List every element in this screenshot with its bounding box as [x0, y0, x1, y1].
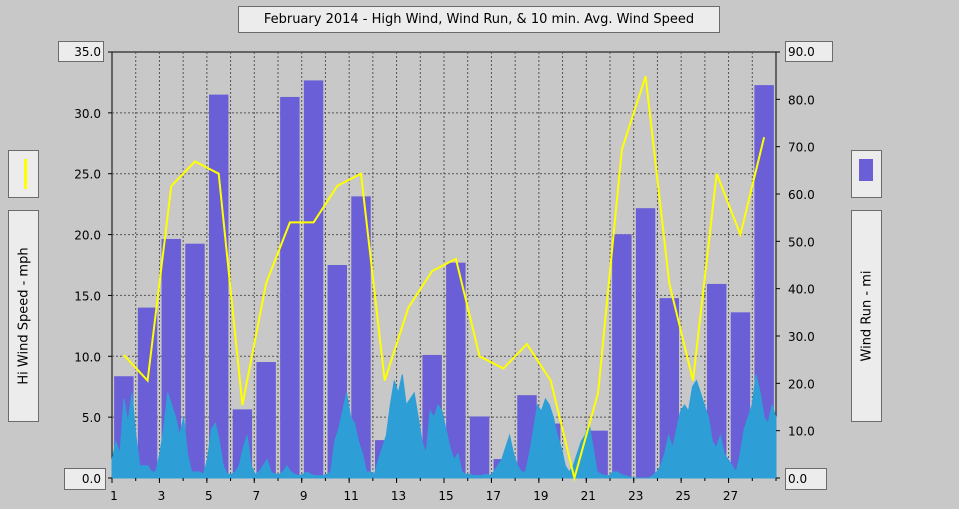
right-tick-label: 30.0: [788, 330, 815, 344]
right-tick-label: 20.0: [788, 377, 815, 391]
wind-run-bar: [612, 234, 632, 478]
wind-run-bar: [351, 196, 371, 478]
right-tick-label: 40.0: [788, 283, 815, 297]
hi-wind-line: [123, 75, 766, 482]
wind-run-bar: [256, 362, 276, 478]
legend-wind-run-swatch: [851, 150, 882, 198]
x-tick-label: 27: [723, 489, 738, 503]
right-tick-label: 90.0: [788, 45, 815, 59]
x-tick-label: 9: [300, 489, 308, 503]
left-tick-label: 15.0: [74, 289, 101, 303]
left-axis-zero-box: [64, 468, 106, 490]
wind-run-bar: [469, 416, 490, 478]
wind-run-bar: [659, 298, 680, 478]
wind-run-bar: [446, 262, 466, 478]
wind-run-bar: [754, 85, 774, 478]
x-tick-label: 11: [344, 489, 359, 503]
right-axis-label-box: Wind Run - mi: [851, 210, 882, 422]
x-tick-label: 3: [158, 489, 166, 503]
wind-run-bar: [137, 307, 158, 478]
wind-run-bar: [185, 243, 205, 478]
right-tick-label: 60.0: [788, 188, 815, 202]
x-tick-label: 5: [205, 489, 213, 503]
left-tick-label: 25.0: [74, 168, 101, 182]
blue-bar-icon: [859, 159, 873, 181]
legend-hi-wind-swatch: [8, 150, 39, 198]
x-tick-label: 7: [252, 489, 260, 503]
yellow-line-icon: [24, 159, 27, 189]
left-tick-label: 20.0: [74, 229, 101, 243]
right-axis-zero-box: [785, 468, 827, 490]
x-tick-label: 13: [391, 489, 406, 503]
right-tick-label: 50.0: [788, 235, 815, 249]
left-axis-max-box: [58, 41, 104, 62]
wind-run-bar: [635, 208, 656, 478]
wind-run-bar: [280, 96, 300, 478]
x-tick-label: 23: [628, 489, 643, 503]
left-tick-label: 5.0: [82, 411, 101, 425]
left-tick-label: 0.0: [82, 472, 101, 486]
x-tick-label: 1: [110, 489, 118, 503]
x-tick-label: 21: [581, 489, 596, 503]
left-tick-label: 30.0: [74, 107, 101, 121]
x-tick-label: 25: [676, 489, 691, 503]
right-tick-label: 70.0: [788, 141, 815, 155]
avg-wind-area: [111, 374, 777, 479]
x-tick-label: 17: [486, 489, 501, 503]
left-tick-label: 35.0: [74, 45, 101, 59]
x-tick-label: 15: [438, 489, 453, 503]
wind-run-bar: [208, 94, 229, 478]
wind-run-bar: [303, 80, 324, 479]
right-tick-label: 0.0: [788, 472, 807, 486]
right-tick-label: 10.0: [788, 425, 815, 439]
right-tick-label: 80.0: [788, 93, 815, 107]
left-axis-label-box: Hi Wind Speed - mph: [8, 210, 39, 422]
x-tick-label: 19: [533, 489, 548, 503]
wind-run-bar: [706, 283, 727, 478]
right-axis-max-box: [785, 41, 833, 62]
left-tick-label: 10.0: [74, 350, 101, 364]
chart-title: February 2014 - High Wind, Wind Run, & 1…: [238, 6, 720, 33]
